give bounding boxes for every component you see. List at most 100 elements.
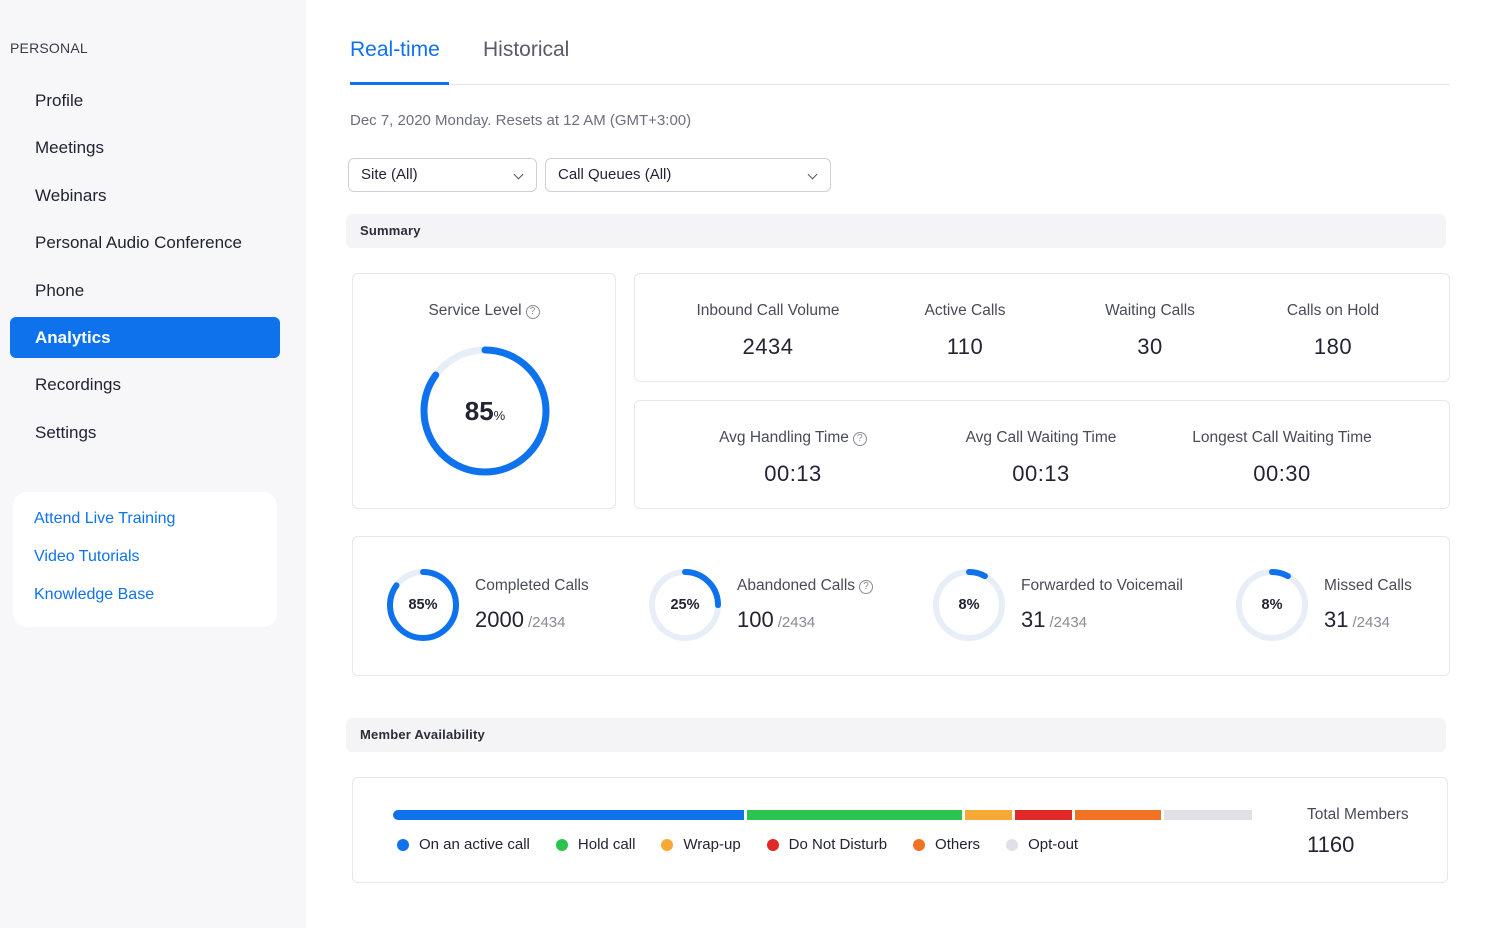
legend-item: Opt-out bbox=[1006, 836, 1078, 853]
avg-handling-time-stat: Avg Handling Time? 00:13 bbox=[695, 429, 891, 487]
attend-live-training-link[interactable]: Attend Live Training bbox=[34, 510, 176, 527]
call-queues-select-value: Call Queues (All) bbox=[558, 166, 672, 183]
total-members-label: Total Members bbox=[1307, 806, 1409, 823]
metric-value: 31 bbox=[1324, 607, 1349, 632]
reset-info: Dec 7, 2020 Monday. Resets at 12 AM (GMT… bbox=[350, 112, 692, 129]
stat-label: Longest Call Waiting Time bbox=[1192, 429, 1372, 446]
availability-segment bbox=[747, 810, 962, 820]
call-queues-select[interactable]: Call Queues (All) bbox=[545, 158, 831, 192]
forwarded-to-voicemail-ring bbox=[933, 569, 1005, 641]
legend-dot bbox=[1006, 838, 1019, 851]
site-select[interactable]: Site (All) bbox=[348, 158, 537, 192]
metric-value-wrap: 31/2434 bbox=[1324, 607, 1390, 633]
stat-value: 00:13 bbox=[764, 461, 822, 486]
sidebar-item-recordings[interactable]: Recordings bbox=[35, 375, 121, 395]
sidebar-item-webinars[interactable]: Webinars bbox=[35, 185, 107, 205]
service-level-label: Service Level bbox=[428, 302, 522, 319]
stat-label: Avg Call Waiting Time bbox=[965, 429, 1117, 446]
service-level-card: Service Level? 85% bbox=[352, 273, 616, 509]
ring-arc bbox=[933, 569, 1005, 641]
ring-arc bbox=[387, 569, 459, 641]
stat-value: 30 bbox=[1137, 334, 1163, 359]
metric-label: Missed Calls bbox=[1324, 577, 1412, 594]
legend-label: Do Not Disturb bbox=[788, 836, 888, 853]
availability-segment bbox=[393, 810, 745, 820]
inbound-call-volume-stat: Inbound Call Volume 2434 bbox=[675, 302, 861, 360]
legend-item: Others bbox=[913, 836, 980, 853]
availability-segment bbox=[964, 810, 1012, 820]
legend-label: Hold call bbox=[577, 836, 636, 853]
site-select-value: Site (All) bbox=[361, 166, 418, 183]
tab-real-time[interactable]: Real-time bbox=[350, 38, 440, 61]
metric-value: 100 bbox=[737, 607, 774, 632]
legend-dot bbox=[766, 838, 779, 851]
legend-dot bbox=[913, 838, 926, 851]
availability-bar bbox=[393, 810, 1265, 820]
sidebar-item-personal-audio-conference[interactable]: Personal Audio Conference bbox=[35, 233, 242, 253]
stat-label: Waiting Calls bbox=[1105, 302, 1195, 319]
sidebar-item-settings[interactable]: Settings bbox=[35, 422, 97, 442]
chevron-down-icon bbox=[807, 169, 818, 180]
ring-percent: 85% bbox=[408, 597, 438, 613]
legend-item: Hold call bbox=[555, 836, 636, 853]
stat-value: 00:30 bbox=[1253, 461, 1311, 486]
sidebar-item-analytics[interactable]: Analytics bbox=[10, 316, 280, 358]
legend-item: Wrap-up bbox=[661, 836, 741, 853]
sidebar-item-profile[interactable]: Profile bbox=[35, 91, 84, 110]
legend-label: Others bbox=[935, 836, 981, 853]
metric-total: /2434 bbox=[777, 614, 816, 631]
knowledge-base-link[interactable]: Knowledge Base bbox=[34, 586, 155, 603]
stat-label-wrap: Avg Handling Time? bbox=[695, 429, 891, 447]
metric-total: /2434 bbox=[1352, 614, 1391, 631]
legend-dot bbox=[661, 838, 674, 851]
call-outcomes-card: 85% Completed Calls 2000/2434 25% Abando… bbox=[352, 536, 1450, 676]
ring-percent: 8% bbox=[1261, 597, 1283, 613]
member-availability-card: On an active call Hold call Wrap-up Do Not … bbox=[352, 777, 1448, 883]
sidebar: PERSONAL Profile Meetings Webinars Perso… bbox=[0, 0, 306, 928]
legend-label: Opt-out bbox=[1028, 836, 1079, 853]
call-volume-card: Inbound Call Volume 2434 Active Calls 11… bbox=[634, 273, 1450, 382]
metric-label: Abandoned Calls bbox=[737, 577, 856, 594]
availability-legend: On an active call Hold call Wrap-up Do Not … bbox=[397, 836, 1104, 853]
help-icon[interactable]: ? bbox=[525, 305, 540, 319]
active-calls-stat: Active Calls 110 bbox=[895, 302, 1035, 360]
stat-value: 2434 bbox=[742, 334, 794, 359]
stat-label: Calls on Hold bbox=[1286, 302, 1380, 319]
stat-value: 180 bbox=[1313, 334, 1353, 359]
video-tutorials-link[interactable]: Video Tutorials bbox=[34, 548, 140, 565]
legend-item: On an active call bbox=[397, 836, 530, 853]
sidebar-nav: Profile Meetings Webinars Personal Audio… bbox=[10, 80, 280, 459]
legend-label: Wrap-up bbox=[683, 836, 741, 853]
help-icon[interactable]: ? bbox=[859, 580, 874, 594]
calls-on-hold-stat: Calls on Hold 180 bbox=[1263, 302, 1403, 360]
summary-header: Summary bbox=[346, 214, 1446, 248]
availability-segment bbox=[1075, 810, 1161, 820]
metric-total: /2434 bbox=[527, 614, 566, 631]
metric-total: /2434 bbox=[1049, 614, 1088, 631]
member-availability-header: Member Availability bbox=[346, 718, 1446, 752]
metric-value-wrap: 2000/2434 bbox=[475, 607, 566, 633]
abandoned-calls-ring bbox=[649, 569, 721, 641]
metric-value: 31 bbox=[1021, 607, 1046, 632]
completed-calls-ring bbox=[387, 569, 459, 641]
legend-item: Do Not Disturb bbox=[766, 836, 888, 853]
service-level-value-wrap: 85% bbox=[418, 344, 552, 478]
active-tab-indicator bbox=[350, 82, 449, 85]
sidebar-item-phone[interactable]: Phone bbox=[35, 280, 85, 300]
legend-dot bbox=[555, 838, 568, 851]
sidebar-item-meetings[interactable]: Meetings bbox=[35, 138, 104, 158]
service-level-ring bbox=[420, 346, 550, 476]
ring-arc bbox=[649, 569, 721, 641]
stat-value: 00:13 bbox=[1012, 461, 1070, 486]
legend-label: On an active call bbox=[419, 836, 530, 853]
longest-call-waiting-time-stat: Longest Call Waiting Time 00:30 bbox=[1175, 429, 1389, 487]
availability-segment bbox=[1163, 810, 1253, 820]
resources-card: Attend Live Training Video Tutorials Kno… bbox=[13, 492, 277, 627]
service-level-ring-arc bbox=[420, 346, 550, 476]
service-level-value: 85 bbox=[464, 396, 494, 426]
call-times-card: Avg Handling Time? 00:13 Avg Call Waitin… bbox=[634, 400, 1450, 509]
total-members-value: 1160 bbox=[1307, 832, 1355, 857]
help-icon[interactable]: ? bbox=[852, 432, 867, 446]
service-level-unit: % bbox=[493, 408, 506, 423]
tab-historical[interactable]: Historical bbox=[483, 38, 570, 61]
